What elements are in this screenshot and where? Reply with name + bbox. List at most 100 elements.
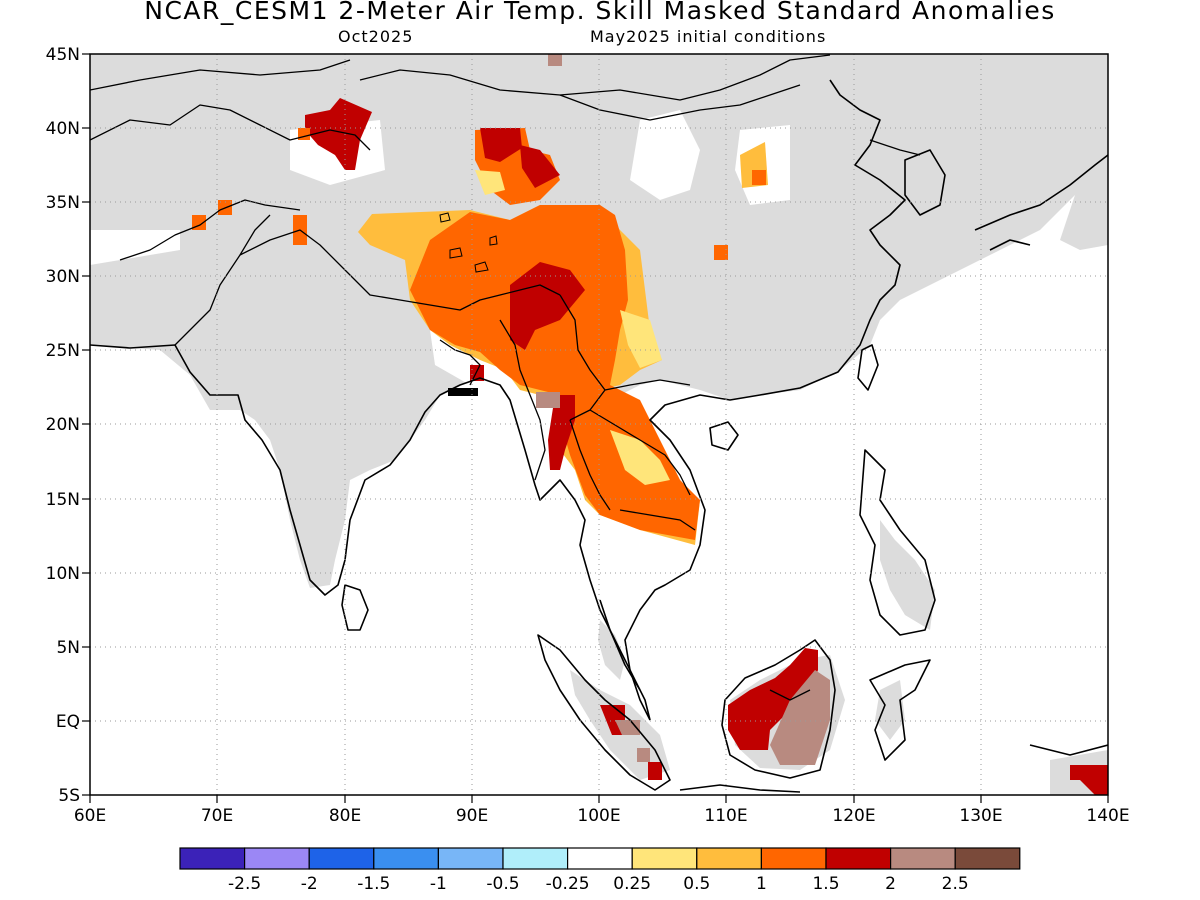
colorbar-swatch (437, 847, 504, 870)
coast-sulawesi (869, 659, 931, 761)
lat-label: 45N (46, 45, 80, 65)
masked-philippines (880, 520, 935, 630)
colorbar-tick-label: 1.5 (812, 874, 839, 894)
initial-conditions-label: May2025 initial conditions (590, 27, 827, 46)
anomaly-2-new-guinea (1070, 765, 1108, 795)
lon-label: 110E (704, 806, 747, 826)
colorbar-tick-label: -0.5 (486, 874, 519, 894)
anomaly-2-sumatra (600, 705, 662, 780)
colorbar-swatch (760, 847, 827, 870)
colorbar-swatch (502, 847, 569, 870)
anomaly-layer (192, 54, 1108, 795)
anomaly-2-myanmar (548, 395, 575, 470)
border-russia-china (359, 54, 831, 101)
lat-label: 40N (46, 119, 80, 139)
anomaly-0-5-yunnan (620, 310, 662, 368)
anomaly-2-5-myanmar-cell (536, 392, 560, 408)
coast-sri-lanka (341, 584, 369, 631)
lat-label: 35N (46, 193, 80, 213)
lon-label: 100E (577, 806, 620, 826)
colorbar-tick-label: 2 (885, 874, 896, 894)
lat-label: 30N (46, 267, 80, 287)
coast-taiwan (857, 344, 879, 391)
border-borneo (769, 689, 811, 701)
masked-sulawesi (875, 680, 905, 740)
coast-java (679, 784, 801, 793)
lon-label: 70E (201, 806, 233, 826)
colorbar-tick-label: 2.5 (942, 874, 969, 894)
lat-label: 20N (46, 415, 80, 435)
colorbar-labels: -2.5 -2 -1.5 -1 -0.5 -0.25 0.25 0.5 1 1.5 2 2.5 (228, 874, 969, 894)
masked-japan (1060, 170, 1108, 250)
colorbar-swatch (244, 847, 310, 870)
colorbar-swatch (889, 847, 956, 870)
anomaly-2-kazakhstan (305, 98, 372, 170)
colorbar-swatch (179, 847, 246, 870)
border-pakistan (174, 214, 271, 346)
colorbar-swatch (566, 847, 633, 870)
country-borders (90, 54, 921, 701)
lon-label: 120E (832, 806, 875, 826)
border-korea (869, 139, 921, 156)
border-cambodia (619, 509, 696, 531)
lon-label: 60E (74, 806, 106, 826)
coast-sumatra (537, 634, 671, 791)
colorbar-swatch (696, 847, 762, 870)
coast-indochina (624, 79, 906, 721)
coast-malaya (599, 599, 641, 691)
lon-label: 130E (959, 806, 1002, 826)
lat-label: 10N (46, 564, 80, 584)
anomaly-2-5-north-cell (548, 54, 562, 66)
border-iran-afghan (119, 199, 301, 261)
masked-malaya (598, 620, 625, 680)
lakes (439, 212, 498, 273)
anomaly-2-5-sumatra (615, 720, 650, 762)
anomaly-2-5-borneo (770, 670, 830, 765)
border-mongolia (559, 84, 801, 121)
colorbar-swatch (954, 847, 1021, 870)
lon-label: 80E (329, 806, 361, 826)
coast-borneo (721, 639, 836, 779)
colorbar-tick-label: -2 (301, 874, 318, 894)
lat-label: EQ (56, 712, 80, 732)
lat-label: 5N (56, 638, 80, 658)
masked-west-india-edge (90, 230, 180, 265)
coast-new-guinea (1029, 744, 1108, 756)
map-title: NCAR_CESM1 2-Meter Air Temp. Skill Maske… (144, 0, 1056, 25)
anomaly-1-5-north-china-cell (752, 170, 766, 185)
coast-hainan (709, 421, 739, 451)
colorbar-tick-label: -0.25 (546, 874, 590, 894)
anomaly-0-5-tarim (475, 170, 505, 195)
target-month-label: Oct2025 (338, 27, 414, 46)
lat-label: 15N (46, 490, 80, 510)
colorbar-tick-label: -1 (430, 874, 447, 894)
colorbar-tick-label: 0.25 (613, 874, 651, 894)
anomaly-1-5-central-china-cell (714, 245, 728, 260)
border-central-asia (90, 59, 371, 151)
lon-label: 140E (1086, 806, 1129, 826)
border-laos-thailand (569, 409, 691, 511)
coast-arabia-india (90, 344, 651, 721)
border-india-north (239, 229, 561, 311)
colorbar-tick-label: -1.5 (357, 874, 390, 894)
colorbar-tick-label: 1 (756, 874, 767, 894)
ganges-delta-mark (448, 388, 478, 396)
colorbar-swatch (308, 847, 375, 870)
latitude-labels: 45N 40N 35N 30N 25N 20N 15N 10N 5N EQ 5S (46, 45, 80, 806)
colorbar-swatch (825, 847, 892, 870)
coastlines (90, 79, 1108, 793)
border-china-vietnam (604, 379, 691, 391)
colorbar-swatch (631, 847, 698, 870)
anomaly-2-borneo (728, 648, 818, 750)
anomaly-2-tarim (480, 128, 560, 188)
coast-japan (974, 154, 1108, 251)
colorbar (179, 847, 1021, 870)
tick-marks (82, 53, 1109, 803)
anomaly-2-tibet (510, 262, 585, 350)
neutral-patch-mongolia (630, 110, 700, 200)
lat-label: 5S (58, 786, 80, 806)
lon-label: 90E (456, 806, 488, 826)
gridlines (90, 54, 1108, 795)
colorbar-tick-label: 0.5 (683, 874, 710, 894)
